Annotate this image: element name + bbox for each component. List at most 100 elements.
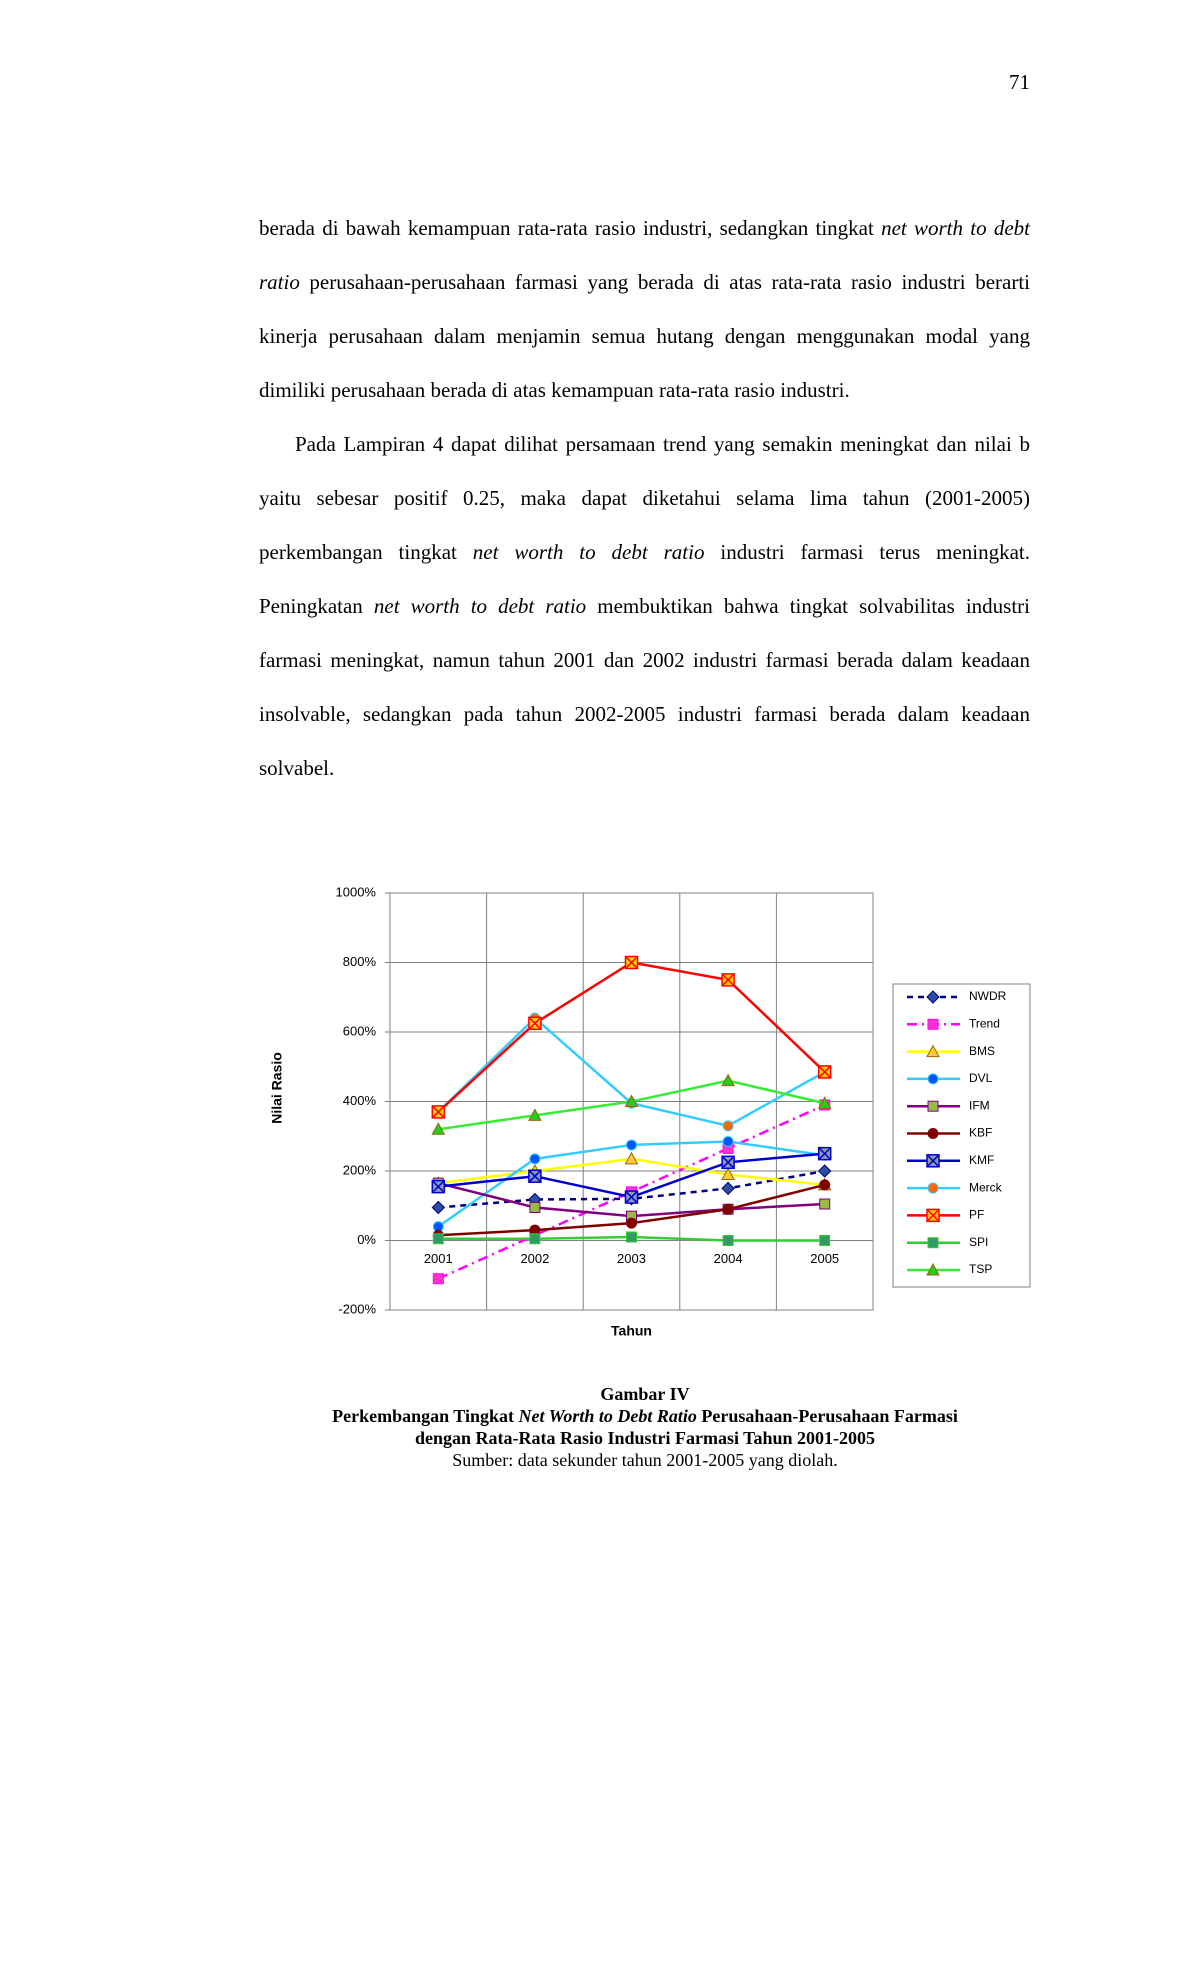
marker xyxy=(722,1120,734,1132)
marker xyxy=(529,1153,541,1165)
marker xyxy=(927,1100,939,1112)
text-run: industri farmasi terus meningkat. Pening… xyxy=(259,540,1031,618)
caption-source: Sumber: data sekunder tahun 2001-2005 ya… xyxy=(452,1450,838,1470)
legend-label: SPI xyxy=(969,1235,988,1249)
marker xyxy=(624,1151,639,1165)
marker xyxy=(926,1208,940,1223)
caption-label: Gambar IV xyxy=(600,1384,690,1404)
marker xyxy=(927,1128,939,1139)
legend-label: BMS xyxy=(969,1044,995,1058)
y-tick-label: 800% xyxy=(343,954,377,969)
text-run: net worth to debt ratio xyxy=(472,540,705,564)
marker xyxy=(721,1167,735,1180)
series-line xyxy=(438,1169,825,1209)
marker xyxy=(721,1181,735,1196)
x-tick-label: 2005 xyxy=(810,1251,839,1266)
marker-cross xyxy=(722,974,734,986)
marker xyxy=(819,1198,831,1210)
y-tick-label: 1000% xyxy=(336,884,377,899)
marker xyxy=(721,973,735,987)
marker xyxy=(817,1164,832,1178)
marker xyxy=(817,1065,832,1079)
marker xyxy=(431,1200,446,1215)
marker-cross xyxy=(722,1156,734,1168)
series-line xyxy=(437,1103,826,1280)
marker xyxy=(432,1273,444,1285)
y-axis-title: Nilai Rasio xyxy=(269,1052,285,1124)
marker xyxy=(431,1179,446,1194)
caption: Gambar IV Perkembangan Tingkat Net Worth… xyxy=(200,1383,1090,1471)
marker xyxy=(927,1237,939,1249)
marker xyxy=(624,1094,639,1107)
x-tick-label: 2001 xyxy=(424,1251,453,1266)
marker xyxy=(624,955,639,970)
marker xyxy=(626,1139,637,1151)
marker-cross xyxy=(625,956,638,969)
text-run: net worth to debt ratio xyxy=(259,216,1030,294)
legend-label: KBF xyxy=(969,1126,992,1140)
marker xyxy=(626,1217,637,1229)
body-text: berada di bawah kemampuan rata-rata rasi… xyxy=(259,201,1030,795)
marker xyxy=(528,1169,542,1183)
page-number: 71 xyxy=(1009,70,1030,94)
y-tick-label: 0% xyxy=(357,1232,376,1247)
marker xyxy=(528,1016,542,1031)
x-tick-label: 2004 xyxy=(714,1251,743,1266)
legend-label: Trend xyxy=(969,1016,1000,1030)
paragraph: berada di bawah kemampuan rata-rata rasi… xyxy=(259,201,1030,417)
marker-cross xyxy=(819,1066,831,1078)
legend-label: TSP xyxy=(969,1262,992,1276)
marker xyxy=(926,1262,940,1276)
marker xyxy=(926,1044,940,1058)
marker xyxy=(927,1182,939,1194)
marker xyxy=(529,1201,541,1213)
y-tick-label: 600% xyxy=(343,1023,377,1038)
text-run: membuktikan bahwa tingkat solvabilitas i… xyxy=(259,594,1030,780)
marker-cross xyxy=(927,1209,939,1221)
legend-label: Merck xyxy=(969,1180,1003,1194)
marker xyxy=(926,990,940,1004)
marker xyxy=(626,1231,637,1243)
legend-label: DVL xyxy=(969,1071,993,1085)
x-tick-label: 2002 xyxy=(520,1251,549,1266)
marker-cross xyxy=(625,1191,638,1203)
marker xyxy=(721,1155,735,1170)
marker xyxy=(927,1073,939,1085)
x-tick-label: 2003 xyxy=(617,1251,646,1266)
y-tick-label: -200% xyxy=(338,1301,376,1316)
marker-cross xyxy=(529,1170,541,1182)
legend-label: PF xyxy=(969,1208,984,1222)
paragraph: Pada Lampiran 4 dapat dilihat persamaan … xyxy=(259,417,1030,795)
legend-box xyxy=(892,983,1031,1288)
text-run: Pada Lampiran 4 dapat dilihat persamaan … xyxy=(259,432,1030,564)
text-run: net worth to debt ratio xyxy=(373,594,587,618)
marker xyxy=(431,1122,446,1135)
marker-cross xyxy=(927,1155,939,1167)
marker xyxy=(722,1135,734,1147)
marker xyxy=(817,1146,832,1161)
text-run: Net Worth to Debt Ratio xyxy=(518,1406,697,1426)
text-run: Perusahaan-Perusahaan Farmasi xyxy=(696,1406,958,1426)
marker xyxy=(926,1154,940,1168)
text-run: Perkembangan Tingkat xyxy=(332,1406,519,1426)
marker xyxy=(722,1235,734,1246)
x-axis-title: Tahun xyxy=(611,1323,652,1339)
legend-label: NWDR xyxy=(969,989,1007,1003)
marker xyxy=(722,1203,734,1215)
caption-line: dengan Rata-Rata Rasio Industri Farmasi … xyxy=(200,1427,1090,1449)
caption-title: Perkembangan Tingkat Net Worth to Debt R… xyxy=(200,1405,1090,1449)
marker xyxy=(431,1105,446,1119)
legend-label: IFM xyxy=(969,1098,990,1112)
caption-line: Perkembangan Tingkat Net Worth to Debt R… xyxy=(200,1405,1090,1427)
legend-label: KMF xyxy=(969,1153,994,1167)
marker xyxy=(819,1179,831,1191)
marker xyxy=(721,1073,735,1087)
marker-cross xyxy=(529,1017,541,1029)
text-run: perusahaan-perusahaan farmasi yang berad… xyxy=(259,270,1030,402)
marker-cross xyxy=(819,1148,831,1160)
marker xyxy=(528,1108,542,1121)
y-tick-label: 400% xyxy=(343,1093,377,1108)
marker xyxy=(817,1096,832,1109)
